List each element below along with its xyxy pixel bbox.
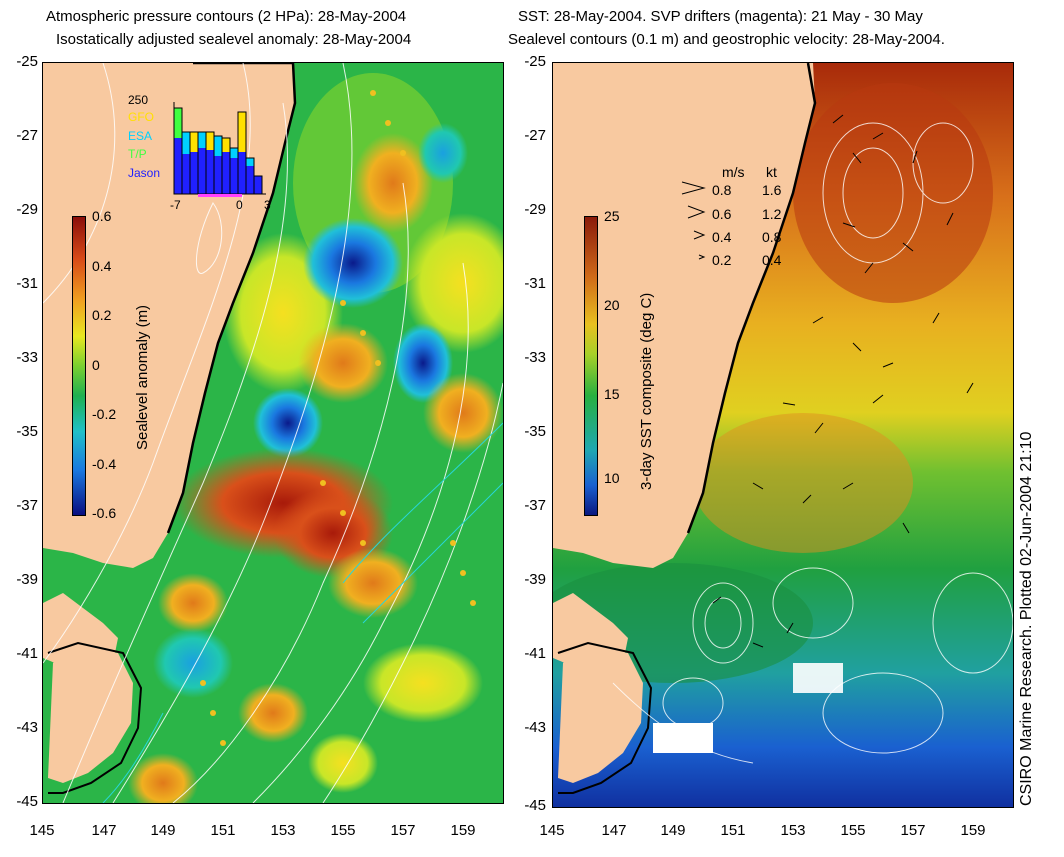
histogram-tick-minus7: -7 — [170, 198, 181, 212]
velocity-legend-kt: 0.8 — [762, 229, 782, 245]
sealevel-tick: 0.4 — [92, 258, 112, 274]
right-y-tick: -39 — [524, 571, 546, 588]
right-y-tick: -45 — [524, 797, 546, 814]
altimeter-histogram — [173, 102, 266, 197]
right-y-tick: -27 — [524, 127, 546, 144]
sealevel-tick: -0.4 — [92, 456, 117, 472]
velocity-legend-arrows — [681, 181, 706, 260]
left-map-graphic — [43, 63, 503, 803]
sst-colorbar — [584, 216, 598, 516]
velocity-legend-kt: 0.4 — [762, 252, 782, 268]
left-y-tick: -25 — [16, 53, 38, 70]
left-title-line-2: Isostatically adjusted sealevel anomaly:… — [56, 31, 412, 48]
sealevel-colorbar — [72, 216, 86, 516]
sealevel-colorbar-label: Sealevel anomaly (m) — [134, 304, 151, 450]
sst-colorbar-label: 3-day SST composite (deg C) — [638, 292, 655, 490]
right-x-tick: 159 — [960, 822, 986, 839]
left-y-tick: -41 — [16, 645, 38, 662]
sst-tick: 10 — [604, 470, 620, 486]
left-x-tick: 153 — [270, 822, 296, 839]
sealevel-tick: -0.2 — [92, 406, 117, 422]
right-title-line-1: SST: 28-May-2004. SVP drifters (magenta)… — [518, 8, 923, 25]
left-y-tick: -45 — [16, 793, 38, 810]
legend-esa: ESA — [128, 129, 153, 143]
right-y-tick: -31 — [524, 275, 546, 292]
velocity-legend-ms: 0.6 — [712, 206, 732, 222]
left-title-line-1: Atmospheric pressure contours (2 HPa): 2… — [46, 8, 407, 25]
left-x-tick: 145 — [29, 822, 55, 839]
velocity-legend-ms: 0.4 — [712, 229, 732, 245]
sst-map — [552, 62, 1014, 808]
left-y-tick: -33 — [16, 349, 38, 366]
right-y-tick: -33 — [524, 349, 546, 366]
velocity-legend-header-kt: kt — [766, 164, 777, 180]
velocity-legend-ms: 0.2 — [712, 252, 732, 268]
right-x-tick: 149 — [660, 822, 686, 839]
velocity-legend-header-ms: m/s — [722, 164, 745, 180]
left-x-tick: 159 — [450, 822, 476, 839]
right-x-tick: 157 — [900, 822, 926, 839]
sealevel-tick: 0.2 — [92, 307, 112, 323]
right-x-tick: 153 — [780, 822, 806, 839]
left-x-tick: 151 — [210, 822, 236, 839]
right-y-tick: -43 — [524, 719, 546, 736]
right-y-tick: -29 — [524, 201, 546, 218]
right-x-tick: 145 — [539, 822, 565, 839]
legend-tp: T/P — [128, 147, 147, 161]
credit-text: CSIRO Marine Research. Plotted 02-Jun-20… — [1018, 431, 1035, 806]
left-y-tick: -43 — [16, 719, 38, 736]
right-y-tick: -35 — [524, 423, 546, 440]
right-y-tick: -41 — [524, 645, 546, 662]
velocity-legend-kt: 1.2 — [762, 206, 782, 222]
right-map-graphic — [553, 63, 1013, 807]
left-y-tick: -27 — [16, 127, 38, 144]
right-y-tick: -37 — [524, 497, 546, 514]
right-y-tick: -25 — [524, 53, 546, 70]
legend-jason: Jason — [128, 166, 161, 180]
velocity-legend-kt: 1.6 — [762, 182, 782, 198]
sealevel-tick: 0.6 — [92, 208, 112, 224]
left-y-tick: -31 — [16, 275, 38, 292]
left-y-tick: -35 — [16, 423, 38, 440]
right-title-line-2: Sealevel contours (0.1 m) and geostrophi… — [508, 31, 945, 48]
right-x-tick: 155 — [840, 822, 866, 839]
left-x-tick: 157 — [390, 822, 416, 839]
left-y-tick: -29 — [16, 201, 38, 218]
sst-tick: 20 — [604, 297, 620, 313]
histogram-y-label: 250 — [128, 93, 149, 107]
legend-gfo: GFO — [128, 110, 154, 124]
left-x-tick: 147 — [91, 822, 117, 839]
sst-tick: 25 — [604, 208, 620, 224]
sst-tick: 15 — [604, 386, 620, 402]
right-x-tick: 147 — [601, 822, 627, 839]
sealevel-anomaly-map — [42, 62, 504, 804]
histogram-tick-0: 0 — [236, 198, 243, 212]
sealevel-tick: 0 — [92, 357, 100, 373]
velocity-legend-ms: 0.8 — [712, 182, 732, 198]
histogram-tick-3: 3 — [264, 198, 271, 212]
left-y-tick: -37 — [16, 497, 38, 514]
left-x-tick: 149 — [150, 822, 176, 839]
sealevel-tick: -0.6 — [92, 505, 117, 521]
right-x-tick: 151 — [720, 822, 746, 839]
left-y-tick: -39 — [16, 571, 38, 588]
left-x-tick: 155 — [330, 822, 356, 839]
